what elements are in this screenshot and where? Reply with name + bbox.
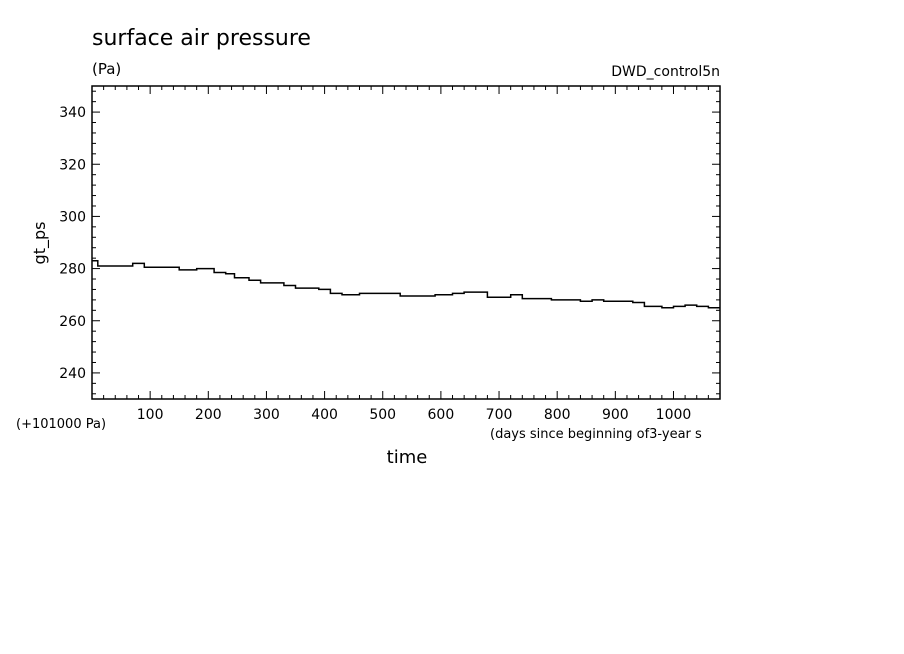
series-line [92,260,720,309]
chart-units: (Pa) [92,60,121,78]
y-tick-label: 300 [59,209,86,225]
x-tick-label: 300 [253,407,280,423]
y-tick-label: 320 [59,157,86,173]
y-tick-label: 260 [59,314,86,330]
chart-title: surface air pressure [92,26,311,51]
x-tick-label: 200 [195,407,222,423]
plot-frame [91,85,721,400]
y-tick-label: 340 [59,105,86,121]
x-tick-label: 500 [369,407,396,423]
x-tick-label: 100 [137,407,164,423]
series-layer [92,260,720,309]
x-tick-label: 600 [428,407,455,423]
x-tick-label: 900 [602,407,629,423]
x-tick-label: 400 [311,407,338,423]
x-tick-label: 700 [486,407,513,423]
x-tick-label: 1000 [656,407,692,423]
y-tick-label: 280 [59,262,86,278]
x-units-label: (days since beginning of3-year s [490,427,702,442]
y-axis-label: gt_ps [30,222,50,265]
y-tick-label: 240 [59,366,86,382]
x-tick-label: 800 [544,407,571,423]
y-axis-ticks: 240 260 280 300 320 340 [59,90,720,395]
y-offset-label: (+101000 Pa) [16,417,106,432]
x-axis-label: time [387,447,428,468]
x-axis-ticks: 100 200 300 400 500 600 700 800 900 1000 [103,86,721,423]
dataset-label: DWD_control5n [611,64,720,80]
